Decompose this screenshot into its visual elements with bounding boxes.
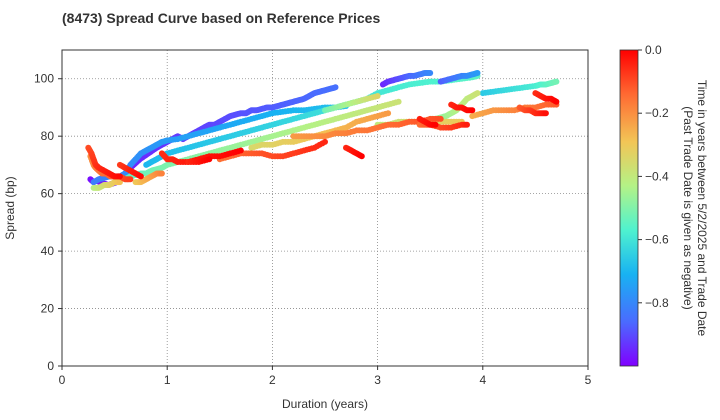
- y-tick-label: 60: [41, 187, 55, 201]
- data-point: [427, 70, 434, 76]
- colorbar: [620, 50, 638, 366]
- data-point: [542, 110, 549, 117]
- data-point: [206, 156, 213, 163]
- data-point: [116, 179, 123, 186]
- colorbar-title-line2: (Past Trade Date is given as negative): [681, 106, 695, 309]
- colorbar-tick-label: −0.4: [645, 169, 669, 183]
- colorbar-tick-label: −0.8: [645, 296, 669, 310]
- x-tick-label: 4: [479, 373, 486, 387]
- x-axis-ticks: 0 1 2 3 4 5: [59, 366, 592, 387]
- data-point: [116, 173, 123, 180]
- y-tick-label: 40: [41, 244, 55, 258]
- y-tick-label: 0: [47, 359, 54, 373]
- y-tick-label: 20: [41, 302, 55, 316]
- data-points: [85, 70, 560, 191]
- x-tick-label: 2: [269, 373, 276, 387]
- x-tick-label: 1: [164, 373, 171, 387]
- data-point: [553, 78, 560, 85]
- colorbar-tick-label: −0.6: [645, 233, 669, 247]
- y-tick-label: 100: [34, 72, 54, 86]
- data-point: [385, 110, 392, 117]
- data-point: [374, 93, 381, 99]
- y-axis-ticks: 0 20 40 60 80 100: [34, 72, 62, 373]
- plot-frame: [61, 49, 589, 367]
- chart-title: (8473) Spread Curve based on Reference P…: [62, 10, 381, 26]
- data-point: [474, 70, 481, 76]
- colorbar-frame: [619, 49, 639, 367]
- data-point: [553, 98, 560, 105]
- colorbar-title-line1: Time in years between 5/2/2025 and Trade…: [695, 80, 709, 337]
- colorbar-tick-label: −0.2: [645, 106, 669, 120]
- data-point: [464, 121, 470, 128]
- data-point: [137, 173, 144, 180]
- data-point: [474, 90, 481, 97]
- data-point: [332, 84, 339, 91]
- x-tick-label: 5: [585, 373, 592, 387]
- y-tick-label: 80: [41, 129, 55, 143]
- y-axis-title: Spread (bp): [3, 176, 17, 239]
- x-tick-label: 0: [59, 373, 66, 387]
- data-point: [322, 138, 328, 145]
- grid-lines: [62, 50, 588, 366]
- x-tick-label: 3: [374, 373, 381, 387]
- data-point: [158, 170, 165, 177]
- data-point: [437, 115, 444, 122]
- data-point: [432, 121, 439, 128]
- x-axis-title: Duration (years): [282, 397, 368, 411]
- colorbar-ticks: 0.0 −0.2 −0.4 −0.6 −0.8: [638, 43, 669, 310]
- data-point: [469, 107, 476, 114]
- data-point: [237, 147, 244, 154]
- colorbar-tick-label: 0.0: [645, 43, 662, 57]
- data-point: [358, 153, 365, 160]
- data-point: [395, 98, 402, 105]
- data-point: [127, 176, 134, 183]
